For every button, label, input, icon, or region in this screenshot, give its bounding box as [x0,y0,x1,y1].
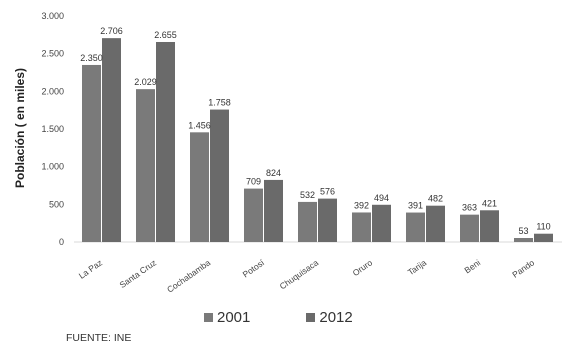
legend-label-2012: 2012 [319,309,353,326]
category-labels: La Paz Santa Cruz Cochabamba Potosí Chuquisa… [77,257,537,295]
bar-2012 [318,198,337,242]
category-label: La Paz [77,257,104,280]
bar-2001 [82,64,101,242]
bar-2001 [514,238,533,242]
bar-2012 [534,233,553,242]
bar-2001 [460,214,479,242]
data-label-2001: 363 [462,203,477,213]
bar-2012 [156,41,175,242]
category-label: Pando [510,257,536,279]
category-label: Beni [462,257,482,275]
y-tick-label: 0 [59,237,64,247]
data-label-2001: 53 [518,226,528,236]
data-label-2012: 2.655 [154,30,177,40]
bar-chart: 0 500 1.000 1.500 2.000 2.500 3.000 Población … [13,11,562,295]
bar-2001 [406,212,425,242]
legend-item-2012: 2012 [306,309,353,326]
bar-2012 [102,38,121,243]
bar-2012 [210,109,229,243]
data-label-2001: 2.350 [80,53,103,63]
bar-2012 [426,205,445,242]
legend-item-2001: 2001 [204,309,250,326]
category-label: Tarija [406,257,429,277]
y-tick-label: 2.500 [41,49,64,59]
data-label-2012: 110 [536,222,550,232]
legend-swatch-2001 [204,313,213,322]
data-label-2001: 532 [300,190,315,200]
bar-2012 [264,179,283,242]
data-label-2012: 576 [320,187,335,197]
bar-2001 [244,188,263,242]
data-label-2012: 482 [428,194,443,204]
bars [82,38,553,243]
y-tick-label: 3.000 [41,11,64,21]
data-label-2001: 391 [408,201,423,211]
y-tick-label: 1.500 [41,124,64,134]
data-label-2012: 1.758 [208,98,231,108]
bar-2012 [372,204,391,242]
data-label-2001: 392 [354,200,369,210]
data-label-2012: 494 [374,193,389,203]
bar-2001 [136,89,155,242]
category-label: Santa Cruz [118,257,159,290]
y-axis-label: Población ( en miles) [13,68,27,188]
source-note: FUENTE: INE [66,332,132,344]
data-label-2012: 2.706 [100,26,123,36]
bar-2001 [190,132,209,242]
data-label-2012: 421 [482,198,497,208]
bar-2001 [298,201,317,242]
data-label-2012: 824 [266,168,281,178]
category-label: Potosí [241,257,267,279]
y-tick-label: 2.000 [41,86,64,96]
data-labels: 2.350 2.706 2.029 2.655 1.456 1.758 709 824 532 5… [80,26,550,236]
y-axis: 0 500 1.000 1.500 2.000 2.500 3.000 [41,11,64,247]
y-tick-label: 1.000 [41,162,64,172]
bar-2001 [352,212,371,242]
y-tick-label: 500 [49,199,64,209]
data-label-2001: 709 [246,177,261,187]
legend: 2001 2012 [204,309,353,326]
category-label: Oruro [351,257,375,278]
bar-2012 [480,210,499,242]
legend-swatch-2012 [306,313,316,322]
data-label-2001: 2.029 [134,77,157,87]
legend-label-2001: 2001 [217,309,251,326]
category-label: Cochabamba [165,257,212,294]
data-label-2001: 1.456 [188,120,211,130]
category-label: Chuquisaca [278,257,321,291]
